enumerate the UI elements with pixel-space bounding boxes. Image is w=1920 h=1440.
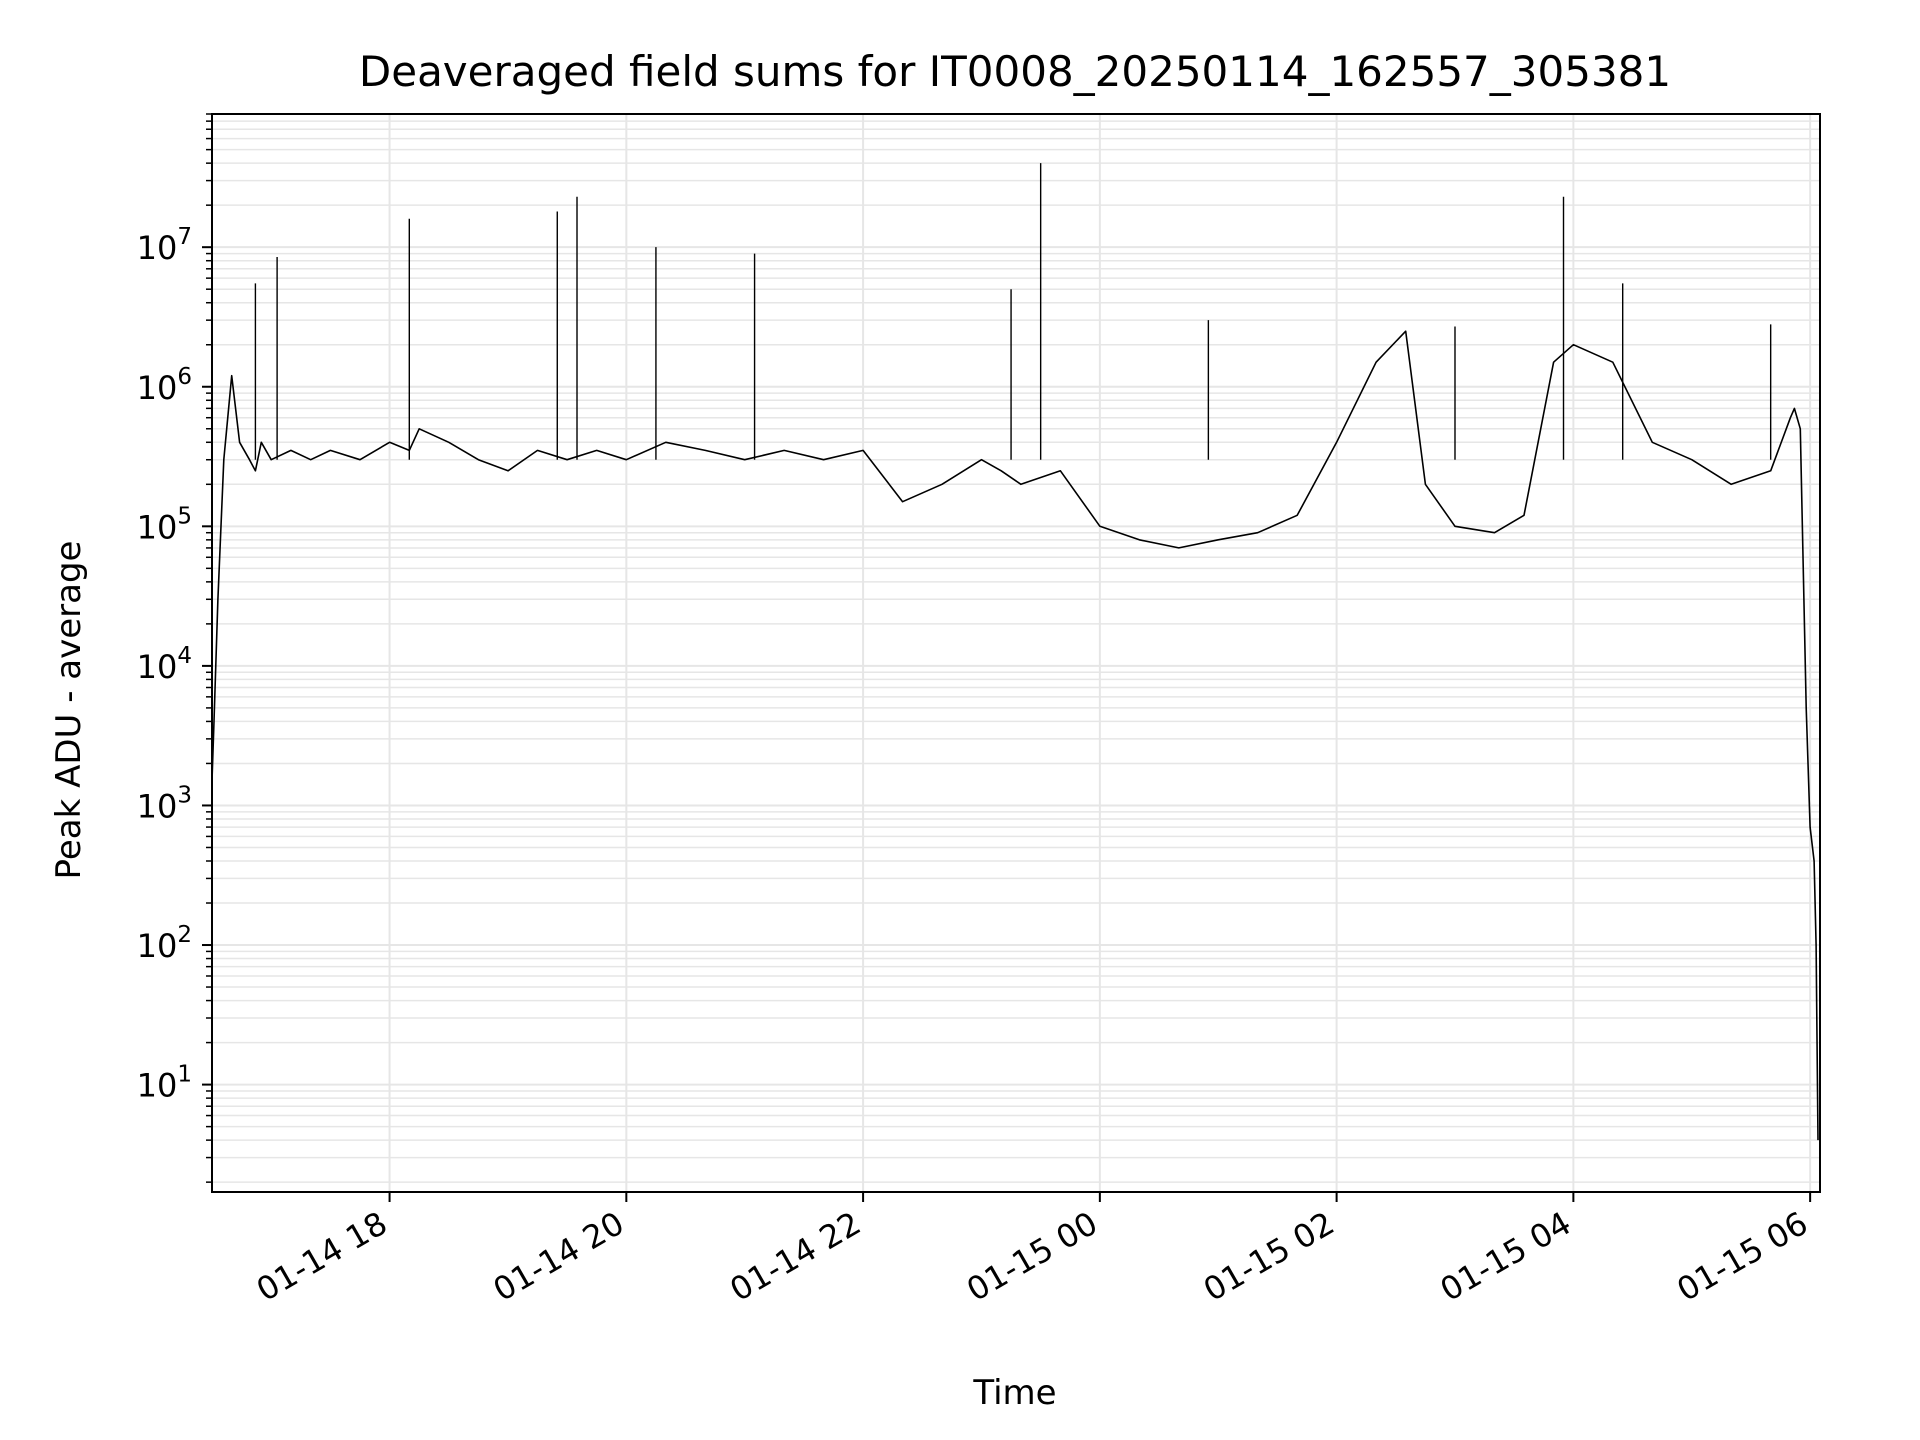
y-tick-label: 102 xyxy=(137,922,192,965)
major-gridlines xyxy=(212,114,1820,1192)
y-tick-label: 106 xyxy=(137,364,192,407)
series-layer xyxy=(211,163,1819,1141)
y-axis-ticks: 101 102 103 104 105 106 107 xyxy=(137,113,212,1183)
y-tick-label: 105 xyxy=(137,503,192,546)
plot-frame xyxy=(211,113,1821,1193)
y-tick-label: 103 xyxy=(137,782,192,825)
x-axis-label: Time xyxy=(972,1373,1056,1413)
minor-gridlines xyxy=(212,113,1820,1183)
y-axis-label: Peak ADU - average xyxy=(49,541,89,880)
y-tick-label: 107 xyxy=(137,224,192,267)
y-tick-label: 104 xyxy=(137,643,192,686)
series-line xyxy=(211,330,1819,1141)
chart-title: Deaveraged field sums for IT0008_2025011… xyxy=(359,47,1671,96)
y-tick-label: 101 xyxy=(137,1062,192,1105)
